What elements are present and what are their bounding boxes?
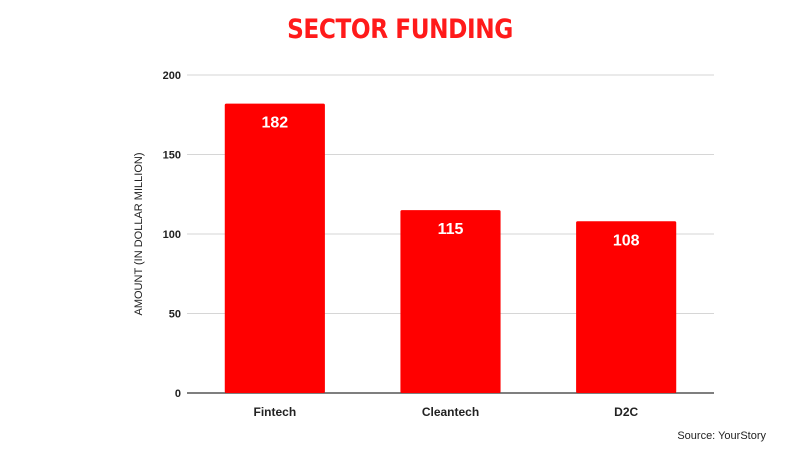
data-labels: 182 115 108 [261, 115, 639, 250]
bar [400, 210, 501, 393]
x-axis-ticks: Fintech Cleantech D2C [253, 405, 638, 419]
chart-title: SECTOR FUNDING [287, 14, 513, 45]
y-tick-label: 200 [163, 70, 181, 82]
y-axis-label: AMOUNT (IN DOLLAR MILLION) [133, 153, 145, 316]
y-tick-label: 100 [163, 229, 181, 241]
source-note: Source: YourStory [677, 430, 766, 442]
bar [224, 103, 325, 394]
data-label: 108 [613, 232, 640, 249]
x-tick-label: Cleantech [422, 405, 479, 419]
x-tick-label: Fintech [253, 405, 296, 419]
y-tick-label: 0 [175, 388, 181, 400]
y-tick-label: 50 [169, 309, 181, 321]
y-axis-ticks: 0 50 100 150 200 [163, 70, 181, 400]
x-tick-label: D2C [614, 405, 638, 419]
bar [576, 221, 677, 393]
y-tick-label: 150 [163, 150, 181, 162]
data-label: 115 [438, 221, 464, 238]
bars [224, 103, 677, 394]
data-label: 182 [261, 115, 288, 132]
